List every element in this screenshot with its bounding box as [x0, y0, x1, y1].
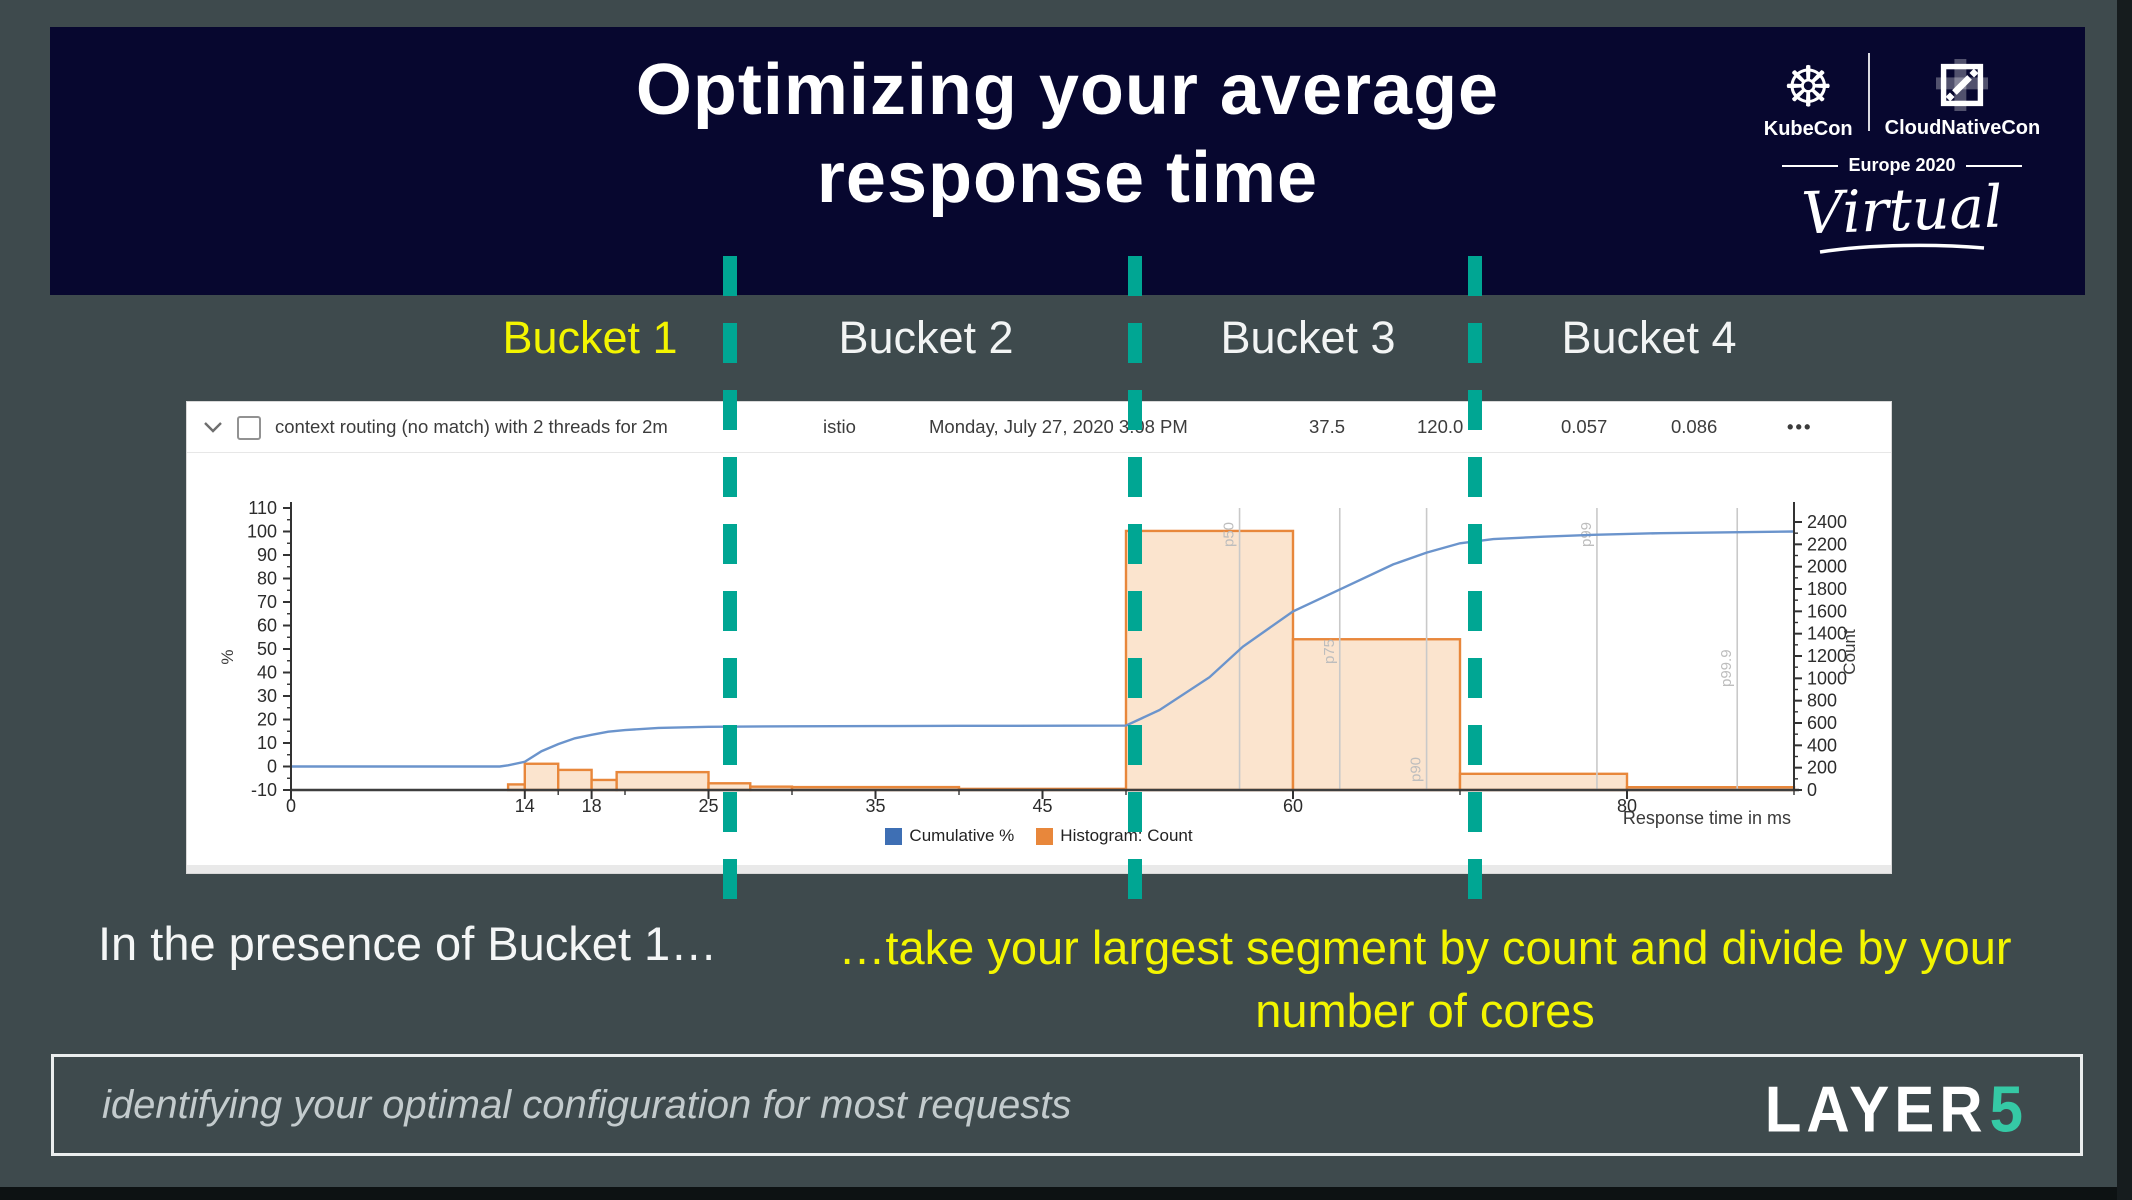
fortio-result-card: context routing (no match) with 2 thread…	[186, 401, 1892, 874]
svg-text:0: 0	[286, 796, 296, 816]
svg-text:0: 0	[267, 757, 277, 777]
svg-text:80: 80	[257, 569, 277, 589]
slide-bottom-edge	[0, 1187, 2132, 1200]
slide-right-edge	[2117, 0, 2132, 1200]
result-stat-duration: 120.0	[1417, 416, 1464, 437]
svg-text:p75: p75	[1321, 639, 1338, 664]
result-mesh-name: istio	[823, 416, 856, 437]
slide-title-line2: response time	[816, 137, 1319, 218]
event-edition: Europe 2020	[1757, 155, 2047, 176]
event-logos-row: ☸ KubeCon CloudNativeCon	[1757, 53, 2047, 145]
layer5-logo-main: LAYER	[1764, 1073, 1988, 1146]
result-timestamp: Monday, July 27, 2020 3:08 PM	[929, 416, 1188, 437]
bucket-divider-line-1	[723, 256, 737, 902]
virtual-underline-swoosh	[1819, 243, 1985, 254]
svg-text:600: 600	[1807, 713, 1837, 733]
svg-text:1000: 1000	[1807, 668, 1847, 688]
edition-line-left	[1782, 164, 1839, 167]
cloudnativecon-logo: CloudNativeCon	[1884, 58, 2041, 140]
caption-right: …take your largest segment by count and …	[795, 916, 2055, 1042]
histogram-legend-swatch	[1036, 827, 1054, 845]
svg-text:90: 90	[257, 545, 277, 565]
svg-text:50: 50	[257, 639, 277, 659]
slide-title: Optimizing your average response time	[50, 47, 2085, 223]
result-title: context routing (no match) with 2 thread…	[275, 416, 668, 437]
footer-box: identifying your optimal configuration f…	[51, 1054, 2083, 1156]
event-logo-block: ☸ KubeCon CloudNativeCon E	[1757, 53, 2047, 256]
cloudnativecon-label: CloudNativeCon	[1884, 116, 2041, 139]
svg-text:100: 100	[247, 522, 277, 542]
svg-text:2200: 2200	[1807, 534, 1847, 554]
result-stat-qps: 37.5	[1309, 416, 1346, 437]
result-checkbox[interactable]	[237, 416, 261, 440]
slide-title-line1: Optimizing your average	[635, 50, 1500, 130]
result-stat-max: 0.086	[1671, 416, 1718, 437]
result-row-header: context routing (no match) with 2 thread…	[187, 402, 1891, 453]
caption-right-line2: number of cores	[1255, 984, 1595, 1037]
svg-text:18: 18	[582, 796, 602, 816]
kubecon-label: KubeCon	[1763, 117, 1853, 140]
svg-text:25: 25	[698, 796, 718, 816]
svg-text:800: 800	[1807, 691, 1837, 711]
svg-text:45: 45	[1032, 796, 1052, 816]
svg-text:80: 80	[1617, 796, 1637, 816]
latency-histogram-chart: p50p75p90p99p99.9-1001020304050607080901…	[218, 498, 1859, 828]
svg-text:2000: 2000	[1807, 557, 1847, 577]
svg-text:Response time in ms: Response time in ms	[1623, 808, 1791, 828]
kubernetes-wheel-icon: ☸	[1783, 54, 1834, 118]
svg-text:14: 14	[515, 796, 535, 816]
caption-left: In the presence of Bucket 1…	[98, 917, 718, 970]
edition-line-right	[1965, 164, 2022, 167]
svg-text:35: 35	[865, 796, 885, 816]
legend-item-cumulative: Cumulative %	[885, 826, 1014, 846]
svg-text:0: 0	[1807, 780, 1817, 800]
svg-text:-10: -10	[251, 780, 277, 800]
legend-item-histogram: Histogram: Count	[1036, 826, 1193, 846]
svg-text:1600: 1600	[1807, 601, 1847, 621]
svg-text:400: 400	[1807, 735, 1837, 755]
card-bottom-strip	[187, 865, 1891, 873]
kubecon-logo: ☸ KubeCon	[1763, 54, 1853, 141]
bucket-2-label: Bucket 2	[838, 312, 1014, 363]
svg-text:1800: 1800	[1807, 579, 1847, 599]
svg-text:Count: Count	[1840, 629, 1859, 675]
layer5-logo-accent: 5	[1989, 1073, 2028, 1146]
cloudnativecon-cube-icon	[1936, 58, 1989, 111]
chevron-down-icon[interactable]	[203, 416, 223, 438]
svg-text:1400: 1400	[1807, 624, 1847, 644]
bucket-3-label: Bucket 3	[1220, 312, 1396, 363]
caption-right-line1: …take your largest segment by count and …	[838, 921, 2012, 974]
result-stat-min: 0.057	[1561, 416, 1608, 437]
svg-text:p90: p90	[1408, 757, 1425, 782]
more-options-icon[interactable]: •••	[1787, 416, 1813, 437]
svg-text:%: %	[218, 649, 237, 664]
edition-label: Europe 2020	[1848, 155, 1956, 175]
svg-text:2400: 2400	[1807, 512, 1847, 532]
histogram-legend-label: Histogram: Count	[1060, 826, 1193, 845]
svg-text:60: 60	[257, 616, 277, 636]
header-band: Optimizing your average response time ☸ …	[50, 27, 2085, 295]
bucket-4-label: Bucket 4	[1561, 312, 1737, 363]
bucket-divider-line-3	[1468, 256, 1482, 902]
cumulative-legend-label: Cumulative %	[909, 826, 1015, 845]
svg-text:40: 40	[257, 663, 277, 683]
chart-legend: Cumulative % Histogram: Count	[187, 826, 1891, 846]
cumulative-legend-swatch	[885, 827, 903, 845]
svg-text:20: 20	[257, 710, 277, 730]
svg-text:p50: p50	[1221, 522, 1238, 547]
virtual-script-label: Virtual	[1800, 172, 2004, 248]
footer-tagline: identifying your optimal configuration f…	[102, 1083, 1072, 1127]
logo-divider	[1867, 53, 1870, 131]
svg-text:p99.9: p99.9	[1718, 649, 1735, 687]
svg-text:70: 70	[257, 592, 277, 612]
bucket-divider-line-2	[1128, 256, 1142, 902]
svg-text:10: 10	[257, 733, 277, 753]
svg-text:200: 200	[1807, 758, 1837, 778]
layer5-logo: LAYER5	[1765, 1072, 2028, 1147]
svg-text:30: 30	[257, 686, 277, 706]
bucket-1-label: Bucket 1	[502, 312, 678, 363]
svg-text:1200: 1200	[1807, 646, 1847, 666]
svg-text:110: 110	[248, 498, 277, 518]
svg-text:60: 60	[1283, 796, 1303, 816]
